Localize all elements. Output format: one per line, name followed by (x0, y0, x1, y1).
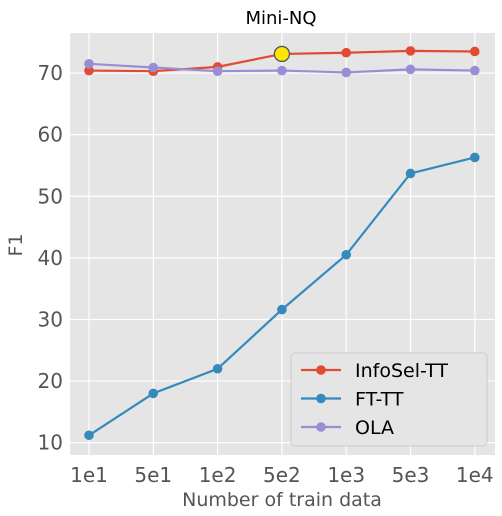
x-tick-label: 5e3 (392, 463, 430, 487)
y-tick-label: 20 (38, 369, 63, 393)
data-point (341, 48, 351, 58)
data-point (213, 364, 223, 374)
legend-label: FT-TT (355, 389, 404, 411)
legend-label: InfoSel-TT (355, 360, 448, 382)
data-point (470, 66, 480, 76)
data-point (406, 169, 416, 179)
x-tick-label: 1e2 (199, 463, 237, 487)
legend-swatch-marker (316, 394, 326, 404)
data-point (149, 63, 159, 73)
y-tick-label: 30 (38, 307, 63, 331)
data-point (470, 47, 480, 57)
y-tick-labels: 10 20 30 40 50 60 70 (38, 61, 63, 455)
y-tick-label: 70 (38, 61, 63, 85)
data-point (149, 389, 159, 399)
data-point (341, 68, 351, 78)
y-tick-label: 50 (38, 184, 63, 208)
data-point (406, 65, 416, 75)
data-point (84, 430, 94, 440)
x-tick-labels: 1e1 5e1 1e2 5e2 1e3 5e3 1e4 (70, 463, 494, 487)
highlight-marker (274, 46, 289, 61)
x-tick-label: 1e4 (456, 463, 494, 487)
x-tick-label: 5e2 (263, 463, 301, 487)
legend-swatch-marker (316, 422, 326, 432)
data-point (470, 153, 480, 163)
data-point (406, 46, 416, 56)
data-point (277, 66, 287, 76)
chart-title: Mini-NQ (245, 8, 316, 29)
y-axis-title: F1 (5, 233, 27, 256)
legend-label: OLA (355, 417, 394, 439)
x-tick-label: 5e1 (134, 463, 172, 487)
y-tick-label: 40 (38, 246, 63, 270)
legend: InfoSel-TT FT-TT OLA (291, 353, 487, 446)
x-axis-title: Number of train data (182, 489, 382, 511)
legend-swatch-marker (316, 365, 326, 375)
x-tick-label: 1e3 (327, 463, 365, 487)
data-point (341, 250, 351, 260)
y-tick-label: 10 (38, 431, 63, 455)
x-tick-label: 1e1 (70, 463, 108, 487)
data-point (84, 59, 94, 69)
data-point (277, 305, 287, 315)
data-point (213, 66, 223, 76)
y-tick-label: 60 (38, 123, 63, 147)
